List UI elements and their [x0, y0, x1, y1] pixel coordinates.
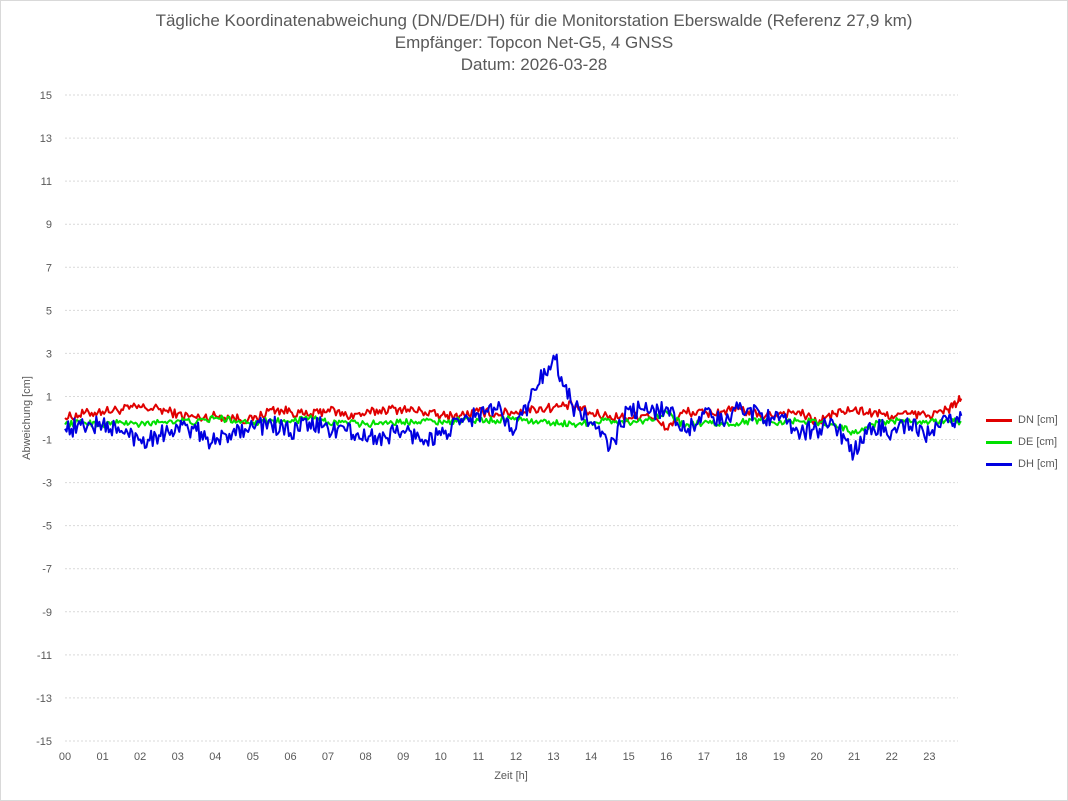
legend-label: DH [cm] — [1018, 458, 1058, 470]
x-tick-label: 10 — [435, 751, 447, 763]
y-tick-labels: 15 13 11 9 7 5 3 1 -1 -3 -5 -7 -9 -11 -13 -15 — [36, 90, 52, 748]
chart-title: Tägliche Koordinatenabweichung (DN/DE/DH… — [155, 11, 913, 30]
y-tick-label: 7 — [46, 262, 52, 274]
x-tick-label: 23 — [923, 751, 935, 763]
legend-label: DN [cm] — [1018, 414, 1058, 426]
x-tick-label: 15 — [623, 751, 635, 763]
x-tick-label: 21 — [848, 751, 860, 763]
x-tick-label: 18 — [735, 751, 747, 763]
legend-item: DE [cm] — [986, 431, 1058, 453]
y-tick-label: -3 — [42, 478, 52, 490]
x-tick-label: 13 — [547, 751, 559, 763]
chart-title-block: Tägliche Koordinatenabweichung (DN/DE/DH… — [0, 10, 1068, 76]
x-tick-label: 01 — [96, 751, 108, 763]
y-tick-label: -13 — [36, 693, 52, 705]
legend-swatch — [986, 418, 1012, 422]
y-tick-label: 13 — [40, 133, 52, 145]
x-tick-label: 05 — [247, 751, 259, 763]
y-tick-label: -1 — [42, 435, 52, 447]
x-tick-label: 16 — [660, 751, 672, 763]
x-tick-label: 11 — [473, 751, 484, 763]
x-tick-label: 09 — [397, 751, 409, 763]
y-tick-label: 9 — [46, 219, 52, 231]
x-tick-label: 19 — [773, 751, 785, 763]
y-tick-label: 15 — [40, 90, 52, 102]
x-tick-label: 06 — [284, 751, 296, 763]
y-tick-label: -7 — [42, 564, 52, 576]
y-tick-label: -5 — [42, 521, 52, 533]
y-tick-label: -9 — [42, 607, 52, 619]
legend-item: DH [cm] — [986, 453, 1058, 475]
x-tick-label: 02 — [134, 751, 146, 763]
x-tick-label: 14 — [585, 751, 597, 763]
series-lines — [64, 353, 963, 461]
legend: DN [cm] DE [cm] DH [cm] — [986, 409, 1058, 475]
gridlines — [65, 94, 958, 742]
y-tick-label: 3 — [46, 348, 52, 360]
chart-subtitle: Empfänger: Topcon Net-G5, 4 GNSS — [394, 33, 674, 52]
x-tick-label: 17 — [698, 751, 710, 763]
y-tick-label: -11 — [37, 650, 52, 662]
legend-item: DN [cm] — [986, 409, 1058, 431]
x-tick-label: 03 — [172, 751, 184, 763]
x-tick-label: 20 — [810, 751, 822, 763]
x-tick-label: 04 — [209, 751, 221, 763]
y-tick-label: 11 — [41, 176, 52, 188]
legend-swatch — [986, 440, 1012, 444]
y-axis-label: Abweichung [cm] — [21, 376, 33, 460]
x-tick-label: 08 — [360, 751, 372, 763]
y-tick-label: -15 — [36, 736, 52, 748]
x-tick-labels: 00 01 02 03 04 05 06 07 08 09 10 11 12 13 14 15 16 17 18 19… — [59, 751, 936, 763]
x-tick-label: 12 — [510, 751, 522, 763]
x-tick-label: 22 — [886, 751, 898, 763]
legend-label: DE [cm] — [1018, 436, 1058, 448]
x-tick-label: 07 — [322, 751, 334, 763]
chart-date: Datum: 2026-03-28 — [460, 55, 608, 74]
x-tick-label: 00 — [59, 751, 71, 763]
legend-swatch — [986, 462, 1012, 466]
x-axis-label: Zeit [h] — [494, 770, 528, 782]
series-line-de — [64, 409, 962, 436]
series-line-dh — [64, 353, 963, 461]
y-tick-label: 5 — [46, 305, 52, 317]
y-tick-label: 1 — [46, 391, 52, 403]
